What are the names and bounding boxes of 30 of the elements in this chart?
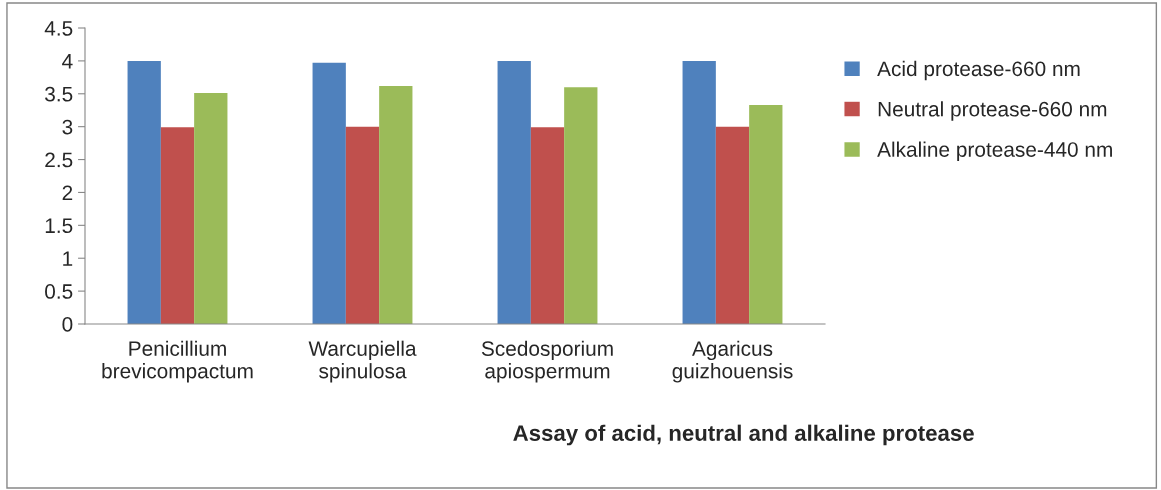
bar	[564, 87, 598, 324]
legend-label: Neutral protease-660 nm	[878, 101, 1107, 121]
bar	[682, 60, 716, 324]
bar	[194, 93, 228, 324]
y-tick-label: 4	[62, 54, 73, 69]
x-tick-label: Penicillium brevicompactum	[102, 340, 253, 383]
bar	[345, 126, 380, 324]
legend-label: Alkaline protease-440 nm	[877, 141, 1112, 162]
y-tick-label: 2	[62, 185, 73, 200]
bar	[530, 127, 565, 324]
y-tick-label: 0.5	[45, 284, 73, 299]
y-tick-label: 3.5	[45, 86, 73, 102]
y-tick-label: 0	[62, 317, 73, 332]
bar	[497, 60, 531, 324]
bar	[749, 104, 783, 324]
x-tick-label: Scedosporium apiospermum	[481, 340, 613, 383]
y-tick-label: 2.5	[45, 152, 73, 168]
bar	[127, 60, 161, 324]
y-tick-label: 1.5	[45, 218, 73, 234]
bar	[160, 127, 195, 324]
y-tick-label: 4.5	[44, 21, 73, 36]
bar	[312, 62, 346, 324]
x-tick-label: Warcupiella spinulosa	[308, 340, 417, 383]
x-tick-label: Agaricus guizhouensis	[672, 340, 793, 383]
x-axis-title: Assay of acid, neutral and alkaline protease	[513, 424, 974, 446]
legend-label: Acid protease-660 nm	[877, 60, 1080, 81]
bar	[715, 126, 750, 324]
y-tick-label: 1	[63, 251, 73, 266]
bar	[379, 85, 413, 324]
y-tick-label: 3	[62, 119, 73, 135]
